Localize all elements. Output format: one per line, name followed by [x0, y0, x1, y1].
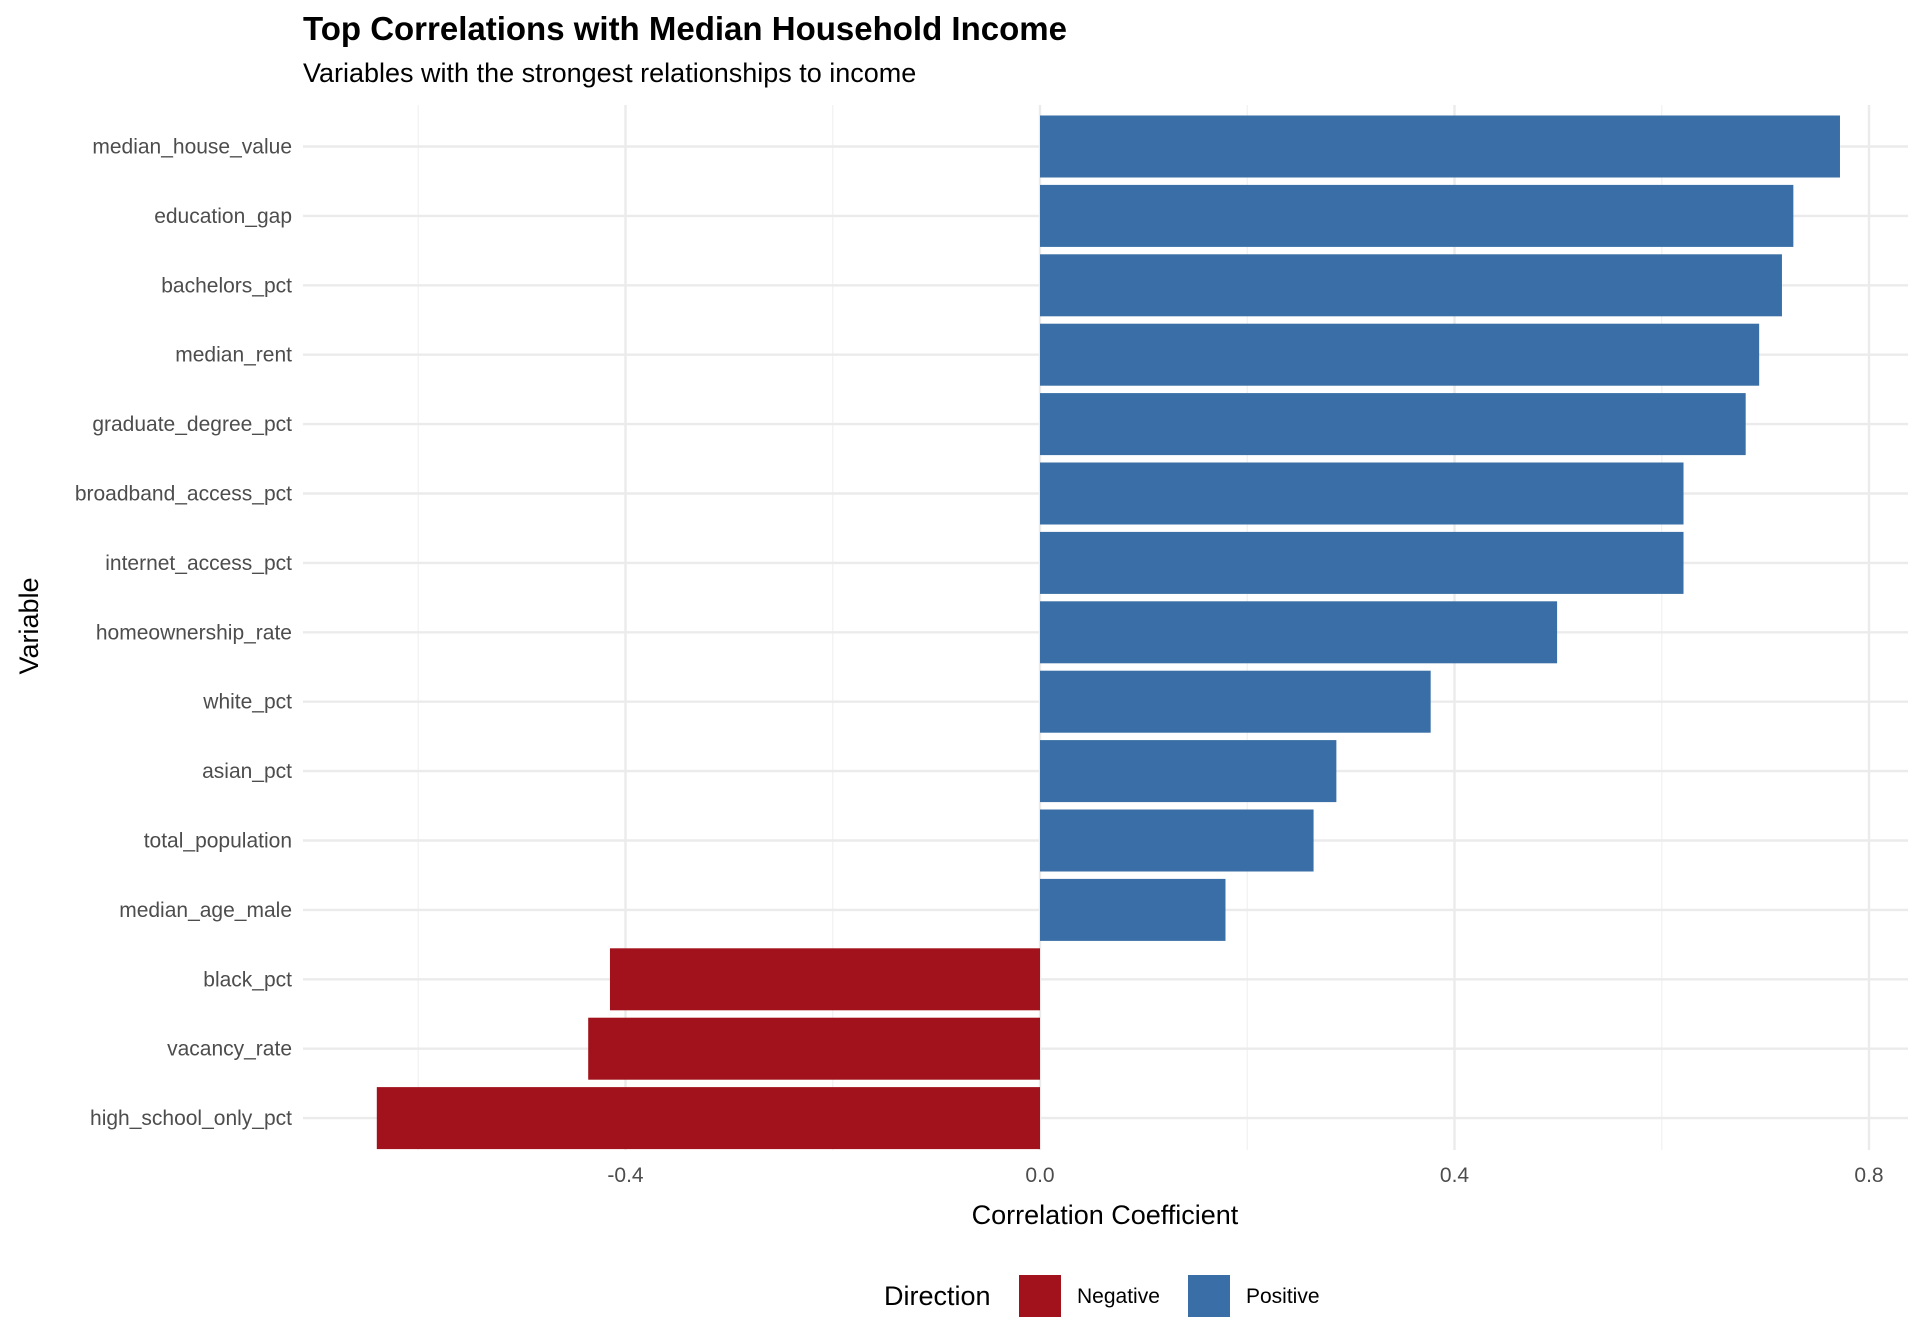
- y-tick-label: homeownership_rate: [96, 621, 292, 644]
- bar-graduate-degree-pct: [1040, 393, 1746, 456]
- bar-bachelors-pct: [1040, 254, 1782, 317]
- x-tick-label: 0.8: [1854, 1164, 1883, 1187]
- x-axis-title: Correlation Coefficient: [972, 1200, 1239, 1230]
- legend-label-positive: Positive: [1246, 1285, 1320, 1308]
- bar-asian-pct: [1040, 740, 1337, 803]
- y-tick-label: graduate_degree_pct: [92, 413, 292, 436]
- x-tick-label: -0.4: [607, 1164, 644, 1187]
- y-tick-label: high_school_only_pct: [90, 1107, 292, 1130]
- bar-black-pct: [609, 948, 1040, 1011]
- y-tick-label: median_age_male: [119, 899, 292, 922]
- legend-swatch-positive: [1188, 1275, 1230, 1317]
- y-tick-label: broadband_access_pct: [75, 483, 292, 506]
- bar-high-school-only-pct: [376, 1087, 1040, 1150]
- legend: Direction Negative Positive: [884, 1275, 1320, 1317]
- legend-label-negative: Negative: [1077, 1285, 1160, 1308]
- x-tick-label: 0.4: [1440, 1164, 1470, 1187]
- y-axis-title: Variable: [14, 577, 44, 674]
- y-tick-label: white_pct: [202, 691, 292, 714]
- y-tick-label: vacancy_rate: [167, 1038, 292, 1061]
- y-tick-label: education_gap: [154, 205, 292, 228]
- legend-title: Direction: [884, 1281, 991, 1311]
- bar-median-age-male: [1040, 878, 1226, 941]
- bars: [376, 115, 1840, 1150]
- chart-title: Top Correlations with Median Household I…: [303, 10, 1067, 47]
- bar-internet-access-pct: [1040, 531, 1684, 594]
- bar-total-population: [1040, 809, 1314, 872]
- y-tick-label: internet_access_pct: [105, 552, 292, 575]
- x-axis-tick-labels: -0.4 0.0 0.4 0.8: [607, 1164, 1883, 1187]
- y-tick-label: median_house_value: [92, 136, 292, 159]
- y-tick-label: total_population: [144, 830, 292, 853]
- bar-vacancy-rate: [588, 1017, 1040, 1080]
- bar-education-gap: [1040, 184, 1794, 247]
- bar-white-pct: [1040, 670, 1431, 733]
- legend-swatch-negative: [1019, 1275, 1061, 1317]
- y-tick-label: asian_pct: [202, 760, 292, 783]
- chart-subtitle: Variables with the strongest relationshi…: [303, 58, 916, 88]
- y-axis-tick-labels: median_house_value education_gap bachelors…: [75, 136, 292, 1131]
- y-tick-label: black_pct: [203, 968, 292, 991]
- y-tick-label: median_rent: [175, 344, 292, 367]
- bar-median-rent: [1040, 323, 1760, 386]
- bar-homeownership-rate: [1040, 601, 1558, 664]
- y-tick-label: bachelors_pct: [161, 274, 292, 297]
- x-tick-label: 0.0: [1025, 1164, 1054, 1187]
- bar-broadband-access-pct: [1040, 462, 1684, 525]
- bar-median-house-value: [1040, 115, 1840, 178]
